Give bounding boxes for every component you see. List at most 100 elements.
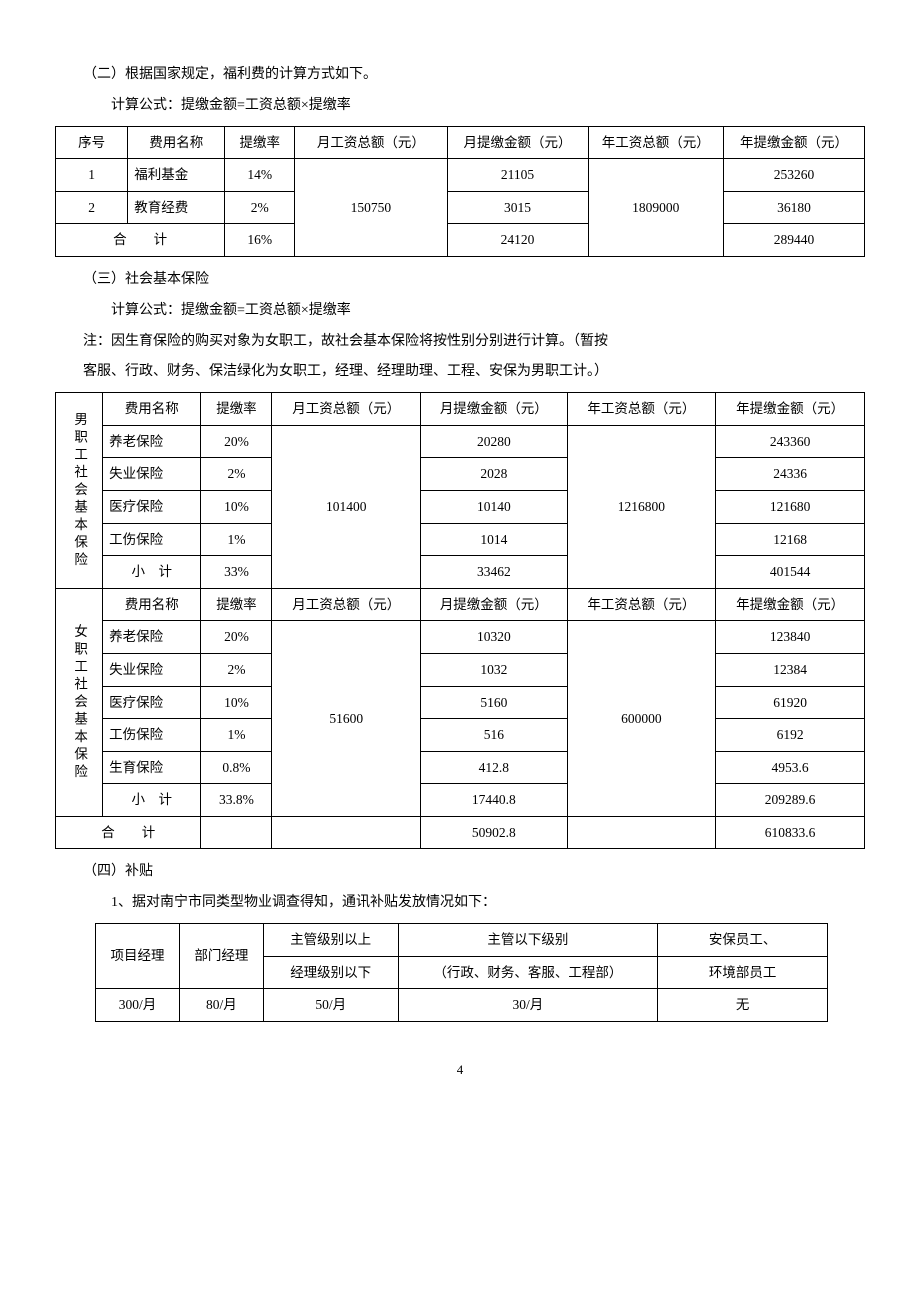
cell-no: 1 xyxy=(56,159,128,192)
section2-formula: 计算公式：提缴金额=工资总额×提缴率 xyxy=(55,91,865,122)
col-header: 安保员工、 xyxy=(658,924,828,957)
page-number: 4 xyxy=(55,1062,865,1078)
cell-yearly-total: 600000 xyxy=(567,621,716,817)
cell-monthly: 1014 xyxy=(421,523,567,556)
cell-monthly-total: 51600 xyxy=(272,621,421,817)
col-header: 提缴率 xyxy=(201,588,272,621)
table-row: 失业保险 2% 2028 24336 xyxy=(56,458,865,491)
col-header: 序号 xyxy=(56,126,128,159)
col-header: 年提缴金额（元） xyxy=(716,393,865,426)
subtotal-label: 小 计 xyxy=(103,556,201,589)
table-row: 合 计 16% 24120 289440 xyxy=(56,224,865,257)
cell-yearly: 121680 xyxy=(716,490,865,523)
cell-name: 工伤保险 xyxy=(103,523,201,556)
cell-value: 无 xyxy=(658,989,828,1022)
cell-yearly: 36180 xyxy=(723,191,864,224)
table-row: 生育保险 0.8% 412.8 4953.6 xyxy=(56,751,865,784)
cell-rate: 10% xyxy=(201,686,272,719)
cell-value: 50/月 xyxy=(263,989,398,1022)
col-header: 提缴率 xyxy=(201,393,272,426)
cell-value: 80/月 xyxy=(179,989,263,1022)
cell-name: 福利基金 xyxy=(128,159,225,192)
cell-monthly-total: 150750 xyxy=(295,159,447,257)
col-header: 年提缴金额（元） xyxy=(716,588,865,621)
cell-monthly: 17440.8 xyxy=(421,784,567,817)
cell-name: 失业保险 xyxy=(103,653,201,686)
female-label: 女职工社会基本保险 xyxy=(56,588,103,816)
cell-yearly: 12168 xyxy=(716,523,865,556)
cell-name: 医疗保险 xyxy=(103,490,201,523)
cell-yearly: 289440 xyxy=(723,224,864,257)
cell-monthly: 516 xyxy=(421,719,567,752)
col-header: 月工资总额（元） xyxy=(272,588,421,621)
cell-monthly: 10140 xyxy=(421,490,567,523)
cell-rate: 2% xyxy=(225,191,295,224)
col-header: 月提缴金额（元） xyxy=(421,588,567,621)
col-header: 年工资总额（元） xyxy=(588,126,723,159)
col-header: 月提缴金额（元） xyxy=(447,126,588,159)
table-row: 1 福利基金 14% 150750 21105 1809000 253260 xyxy=(56,159,865,192)
cell-value: 300/月 xyxy=(96,989,180,1022)
cell-monthly: 5160 xyxy=(421,686,567,719)
table-row: 合 计 50902.8 610833.6 xyxy=(56,816,865,849)
col-header: 费用名称 xyxy=(103,393,201,426)
cell-monthly: 1032 xyxy=(421,653,567,686)
table-row: 小 计 33.8% 17440.8 209289.6 xyxy=(56,784,865,817)
cell-monthly: 21105 xyxy=(447,159,588,192)
col-header: 年工资总额（元） xyxy=(567,588,716,621)
cell-name: 工伤保险 xyxy=(103,719,201,752)
section4-line1: 1、据对南宁市同类型物业调查得知，通讯补贴发放情况如下： xyxy=(55,888,865,919)
cell-name: 失业保险 xyxy=(103,458,201,491)
cell-rate: 20% xyxy=(201,425,272,458)
cell-name: 养老保险 xyxy=(103,425,201,458)
total-label: 合 计 xyxy=(56,816,201,849)
col-header: 提缴率 xyxy=(225,126,295,159)
col-header: 主管以下级别 xyxy=(398,924,658,957)
col-header: 项目经理 xyxy=(96,924,180,989)
table-row: 医疗保险 10% 10140 121680 xyxy=(56,490,865,523)
cell-yearly: 209289.6 xyxy=(716,784,865,817)
cell-rate: 10% xyxy=(201,490,272,523)
col-header: （行政、财务、客服、工程部） xyxy=(398,956,658,989)
cell-rate: 33% xyxy=(201,556,272,589)
cell-monthly: 50902.8 xyxy=(421,816,567,849)
col-header: 经理级别以下 xyxy=(263,956,398,989)
cell-yearly: 123840 xyxy=(716,621,865,654)
cell-name: 教育经费 xyxy=(128,191,225,224)
cell-yearly: 61920 xyxy=(716,686,865,719)
col-header: 部门经理 xyxy=(179,924,263,989)
section3-formula: 计算公式：提缴金额=工资总额×提缴率 xyxy=(55,296,865,327)
cell-monthly: 412.8 xyxy=(421,751,567,784)
col-header: 年提缴金额（元） xyxy=(723,126,864,159)
cell-rate: 1% xyxy=(201,523,272,556)
subtotal-label: 小 计 xyxy=(103,784,201,817)
table-row: 2 教育经费 2% 3015 36180 xyxy=(56,191,865,224)
col-header: 年工资总额（元） xyxy=(567,393,716,426)
table-row: 养老保险 20% 101400 20280 1216800 243360 xyxy=(56,425,865,458)
cell-name: 养老保险 xyxy=(103,621,201,654)
cell-monthly: 3015 xyxy=(447,191,588,224)
section4-title: （四）补贴 xyxy=(55,857,865,888)
cell-yearly: 610833.6 xyxy=(716,816,865,849)
col-header: 费用名称 xyxy=(128,126,225,159)
cell-rate: 14% xyxy=(225,159,295,192)
cell-yearly: 253260 xyxy=(723,159,864,192)
cell-yearly: 6192 xyxy=(716,719,865,752)
table-row: 序号 费用名称 提缴率 月工资总额（元） 月提缴金额（元） 年工资总额（元） 年… xyxy=(56,126,865,159)
cell-monthly-total: 101400 xyxy=(272,425,421,588)
table-row: 工伤保险 1% 516 6192 xyxy=(56,719,865,752)
table-row: 项目经理 部门经理 主管级别以上 主管以下级别 安保员工、 xyxy=(96,924,828,957)
cell-rate: 2% xyxy=(201,458,272,491)
cell-rate: 33.8% xyxy=(201,784,272,817)
table-row: 小 计 33% 33462 401544 xyxy=(56,556,865,589)
cell-yearly: 12384 xyxy=(716,653,865,686)
col-header: 月提缴金额（元） xyxy=(421,393,567,426)
cell-monthly: 33462 xyxy=(421,556,567,589)
male-label: 男职工社会基本保险 xyxy=(56,393,103,589)
table-row: 300/月 80/月 50/月 30/月 无 xyxy=(96,989,828,1022)
table-row: 工伤保险 1% 1014 12168 xyxy=(56,523,865,556)
cell-rate: 0.8% xyxy=(201,751,272,784)
col-header: 费用名称 xyxy=(103,588,201,621)
cell-rate: 20% xyxy=(201,621,272,654)
section3-note2: 客服、行政、财务、保洁绿化为女职工，经理、经理助理、工程、安保为男职工计。） xyxy=(55,357,865,388)
